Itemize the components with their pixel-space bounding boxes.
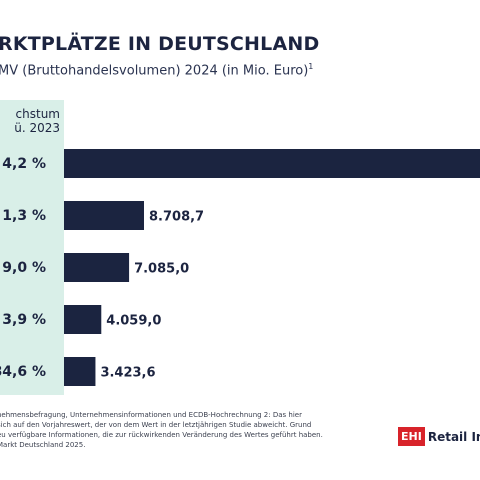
chart-subtitle: MV (Bruttohandelsvolumen) 2024 (in Mio. … <box>0 62 314 79</box>
bar-value-label: 4.059,0 <box>106 314 161 329</box>
footnote-line: eu verfügbare Informationen, die zur rüc… <box>0 431 323 439</box>
growth-label: 9,0 % <box>2 260 46 276</box>
bar-value-label: 8.708,7 <box>149 210 204 225</box>
bar-value-label: 3.423,6 <box>100 366 155 381</box>
growth-label: 3,9 % <box>2 312 46 328</box>
chart-title: RKTPLÄTZE IN DEUTSCHLAND <box>0 33 320 55</box>
bar <box>64 201 144 230</box>
bar-value-label: 7.085,0 <box>134 262 189 277</box>
footnote-line: Markt Deutschland 2025. <box>0 441 86 449</box>
growth-label: 4,2 % <box>2 156 46 172</box>
growth-label: 84,6 % <box>0 364 46 380</box>
growth-column-header: chstum ü. 2023 <box>0 107 60 135</box>
ehi-logo-text: Retail Inst <box>427 429 480 444</box>
footnote-line: sich auf den Vorjahreswert, der von dem … <box>0 421 312 429</box>
bar <box>64 305 102 334</box>
bar <box>64 253 130 282</box>
footnote-line: nehmensbefragung, Unternehmensinformatio… <box>0 411 302 419</box>
growth-label: 1,3 % <box>2 208 46 224</box>
bar <box>64 149 480 178</box>
growth-header-line2: ü. 2023 <box>14 121 60 135</box>
bar <box>64 357 96 386</box>
growth-column-panel <box>0 100 64 395</box>
ehi-logo-mark: EHI <box>398 427 425 446</box>
footnote: nehmensbefragung, Unternehmensinformatio… <box>0 410 389 450</box>
growth-header-line1: chstum <box>15 107 60 121</box>
